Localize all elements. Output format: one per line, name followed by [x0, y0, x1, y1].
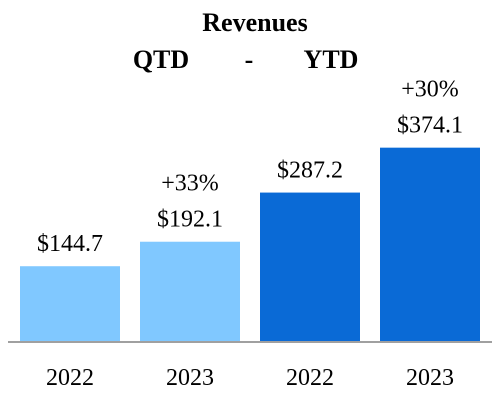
tick-label-qtd-2022: 2022: [46, 365, 94, 391]
value-label-ytd-2023: $374.1: [397, 113, 463, 139]
x-axis-ticks: 2022 2023 2022 2023: [46, 365, 454, 391]
subtitle-qtd: QTD: [133, 45, 189, 74]
subtitle-separator: -: [245, 45, 254, 74]
bar-ytd-2022: [260, 192, 360, 341]
tick-label-ytd-2022: 2022: [286, 365, 334, 391]
bar-qtd-2022: [20, 266, 120, 341]
value-label-qtd-2023: $192.1: [157, 207, 223, 233]
subtitle-ytd: YTD: [304, 45, 359, 74]
tick-label-ytd-2023: 2023: [406, 365, 454, 391]
change-label-qtd: +33%: [161, 171, 219, 197]
value-label-ytd-2022: $287.2: [277, 158, 343, 184]
bar-qtd-2023: [140, 241, 240, 341]
labels-layer: $144.7 $192.1 $287.2 $374.1 +33% +30%: [37, 77, 463, 258]
bar-ytd-2023: [380, 147, 480, 341]
value-label-qtd-2022: $144.7: [37, 231, 103, 257]
change-label-ytd: +30%: [401, 77, 459, 103]
tick-label-qtd-2023: 2023: [166, 365, 214, 391]
chart-title: Revenues: [202, 8, 307, 37]
bars-layer: [20, 147, 480, 341]
